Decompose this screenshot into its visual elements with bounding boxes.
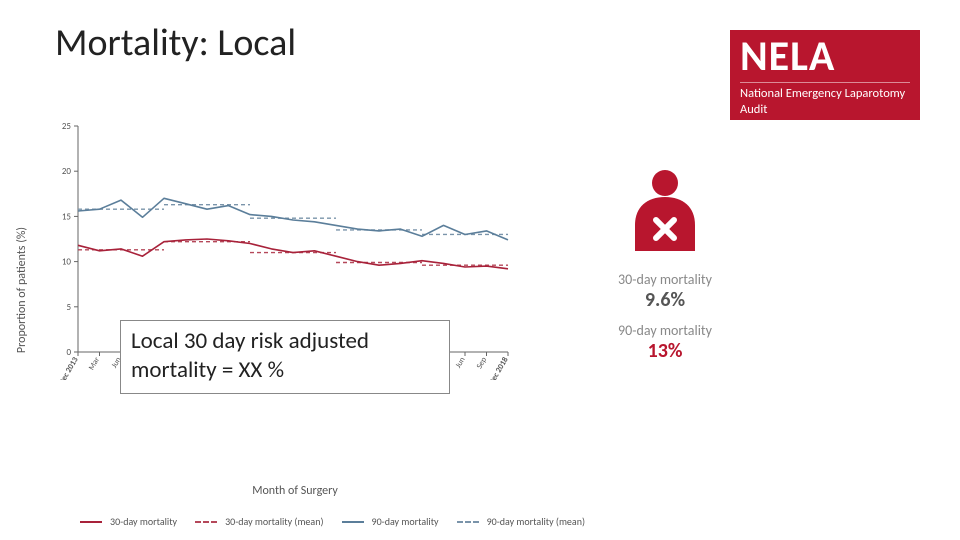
stat-90d-label: 90-day mortality (580, 322, 750, 339)
logo-main-text: NELA (740, 36, 910, 78)
mortality-chart: Proportion of patients (%) 0510152025Dec… (40, 120, 550, 460)
chart-x-axis-label: Month of Surgery (40, 484, 550, 498)
svg-text:Jun: Jun (453, 356, 467, 370)
chart-y-axis-label: Proportion of patients (%) (15, 227, 29, 353)
svg-text:5: 5 (66, 302, 71, 313)
page-title: Mortality: Local (55, 20, 296, 66)
legend-label: 90-day mortality (mean) (487, 515, 585, 528)
svg-text:15: 15 (62, 211, 72, 222)
nela-logo: NELA National Emergency Laparotomy Audit (730, 30, 920, 120)
chart-legend: 30-day mortality 30-day mortality (mean) 9… (80, 515, 585, 528)
legend-swatch (195, 521, 217, 523)
svg-text:20: 20 (62, 166, 72, 177)
callout-line1: Local 30 day risk adjusted (131, 327, 369, 355)
stat-box: 30-day mortality 9.6% 90-day mortality 1… (580, 165, 750, 363)
slide: { "title": "Mortality: Local", "logo": {… (0, 0, 960, 540)
svg-text:Mar: Mar (87, 355, 102, 372)
stat-30d-value: 9.6% (580, 288, 750, 312)
legend-item: 30-day mortality (80, 515, 177, 528)
patient-x-icon (580, 165, 750, 265)
legend-label: 30-day mortality (mean) (225, 515, 323, 528)
stat-30d-label: 30-day mortality (580, 271, 750, 288)
legend-swatch (457, 521, 479, 523)
callout-line2: mortality = XX % (131, 356, 284, 384)
logo-sub-text: National Emergency Laparotomy Audit (740, 82, 910, 117)
svg-text:Dec 2013: Dec 2013 (57, 356, 81, 381)
legend-item: 30-day mortality (mean) (195, 515, 323, 528)
local-mortality-callout: Local 30 day risk adjusted mortality = X… (120, 320, 450, 394)
stat-90d-value: 13% (580, 339, 750, 363)
svg-text:10: 10 (62, 257, 72, 268)
legend-label: 30-day mortality (110, 515, 177, 528)
legend-item: 90-day mortality (342, 515, 439, 528)
legend-swatch (80, 521, 102, 523)
svg-text:Sep: Sep (475, 356, 490, 371)
svg-text:25: 25 (62, 121, 72, 132)
legend-swatch (342, 521, 364, 523)
legend-item: 90-day mortality (mean) (457, 515, 585, 528)
svg-text:Dec 2018: Dec 2018 (487, 356, 510, 381)
legend-label: 90-day mortality (372, 515, 439, 528)
